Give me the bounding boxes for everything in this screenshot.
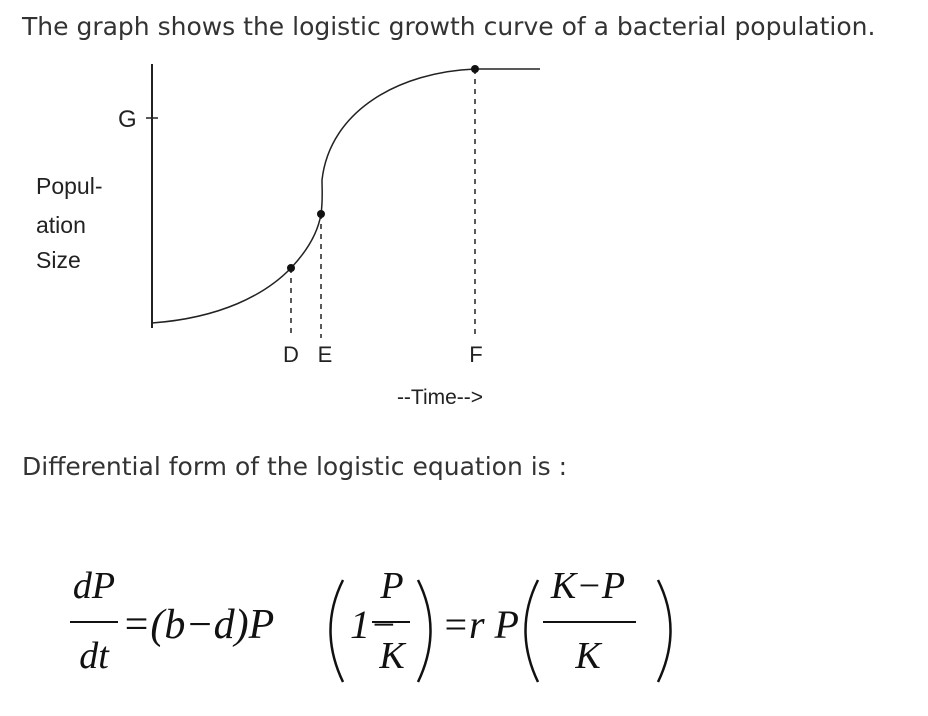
point-f (471, 65, 479, 73)
x-label: E (318, 342, 333, 367)
equation-term: =(b−d)P (122, 602, 274, 648)
paren (416, 579, 432, 683)
header-text: The graph shows the logistic growth curv… (21, 12, 875, 41)
y-label-line: Size (36, 247, 81, 273)
g-label: G (118, 106, 137, 133)
growth-figure (146, 64, 540, 338)
numerator: dP (73, 565, 115, 607)
numerator: K−P (550, 565, 625, 607)
x-label: F (469, 342, 482, 367)
equation-term: =r P (442, 602, 519, 647)
y-label-line: ation (36, 212, 86, 238)
denominator: K (378, 635, 406, 677)
x-label: D (283, 342, 299, 367)
body-text: Differential form of the logistic equati… (22, 452, 567, 481)
numerator: P (379, 565, 403, 607)
point-e (317, 210, 325, 218)
paren (329, 579, 345, 683)
equation: dP dt =(b−d)P 1− P K =r P K−P K (70, 565, 672, 683)
equation-term: 1− (350, 602, 397, 647)
denominator: K (574, 635, 602, 677)
point-d (287, 264, 295, 272)
denominator: dt (79, 635, 110, 677)
x-axis-label: --Time--> (397, 386, 483, 409)
y-label-line: Popul- (36, 173, 102, 199)
paren (656, 579, 672, 683)
logistic-curve (151, 68, 540, 324)
paren (524, 579, 540, 683)
